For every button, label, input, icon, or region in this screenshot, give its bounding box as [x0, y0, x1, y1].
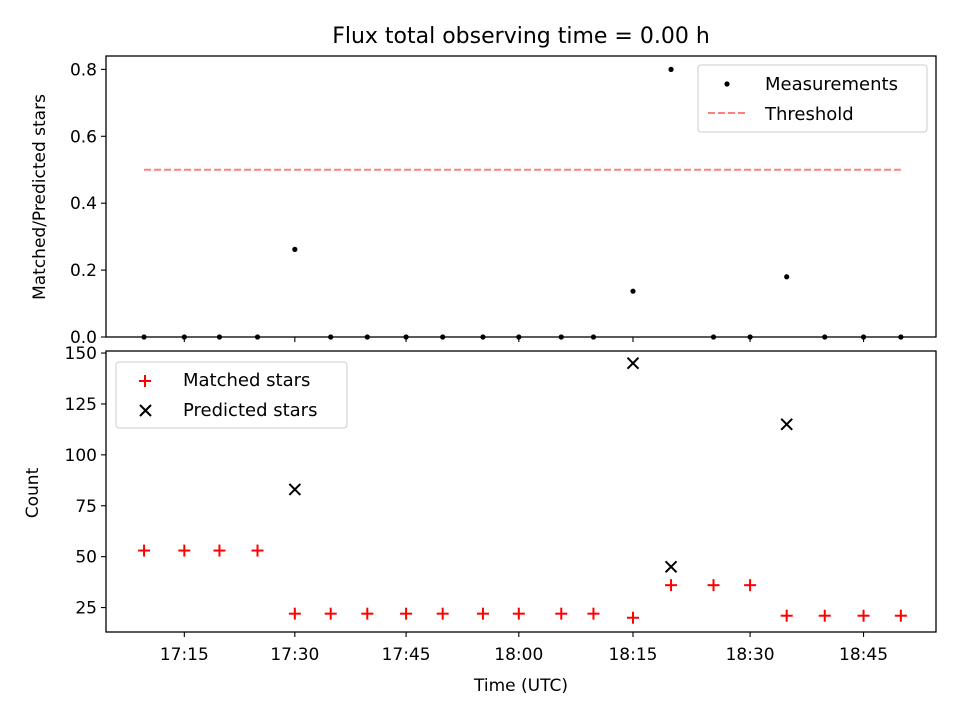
matched-star-point	[626, 611, 639, 624]
matched-star-point	[213, 544, 226, 557]
bottom-xtick-label: 18:45	[839, 645, 888, 665]
measurement-point	[668, 66, 674, 72]
matched-star-point	[361, 607, 374, 620]
legend-label-threshold: Threshold	[764, 104, 854, 125]
bottom-xtick-label: 17:30	[270, 645, 319, 665]
bottom-ytick-label: 100	[65, 446, 97, 466]
legend-label-measurements: Measurements	[765, 74, 898, 95]
matched-star-point	[178, 544, 191, 557]
matched-star-point	[512, 607, 525, 620]
measurement-point	[630, 288, 636, 294]
bottom-xtick-label: 17:45	[382, 645, 431, 665]
matched-star-point	[894, 609, 907, 622]
top-ytick-label: 0.6	[70, 127, 97, 147]
matched-star-point	[476, 607, 489, 620]
top-ytick-label: 0.0	[70, 328, 97, 348]
matched-star-point	[587, 607, 600, 620]
legend-marker-measurements	[724, 81, 730, 87]
top-ylabel: Matched/Predicted stars	[30, 94, 50, 300]
top-legend: Measurements Threshold	[697, 64, 928, 133]
top-ytick-label: 0.8	[70, 60, 97, 80]
chart-title: Flux total observing time = 0.00 h	[332, 24, 710, 49]
top-plot-area: 0.0 0.2 0.4 0.6 0.8	[70, 60, 904, 348]
matched-star-point	[707, 579, 720, 592]
matched-star-point	[324, 607, 337, 620]
matched-star-point	[400, 607, 413, 620]
bottom-xtick-label: 18:15	[608, 645, 657, 665]
bottom-xtick-label: 18:30	[726, 645, 775, 665]
legend-label-predicted: Predicted stars	[183, 400, 317, 421]
matched-star-point	[555, 607, 568, 620]
top-legend-box	[697, 64, 928, 133]
bottom-legend: Matched stars Predicted stars	[115, 361, 348, 429]
legend-marker-predicted	[139, 404, 152, 417]
matched-star-point	[138, 544, 151, 557]
measurement-point	[784, 274, 790, 280]
legend-label-matched: Matched stars	[183, 370, 310, 391]
measurement-point	[292, 246, 298, 252]
bottom-ytick-label: 50	[75, 548, 97, 568]
matched-star-point	[251, 544, 264, 557]
matched-star-point	[857, 609, 870, 622]
predicted-star-point	[288, 483, 302, 496]
matched-star-point	[665, 579, 678, 592]
top-ytick-label: 0.4	[70, 194, 97, 214]
matched-star-point	[288, 607, 301, 620]
bottom-axes-frame	[105, 350, 937, 633]
bottom-legend-box	[115, 361, 348, 429]
top-ytick-label: 0.2	[70, 261, 97, 281]
bottom-ytick-label: 75	[75, 497, 97, 517]
predicted-star-point	[626, 357, 640, 370]
predicted-star-point	[780, 418, 793, 431]
bottom-ytick-label: 25	[75, 599, 97, 619]
bottom-ytick-label: 125	[65, 395, 97, 415]
matched-star-point	[780, 609, 793, 622]
matched-star-point	[744, 579, 757, 592]
bottom-ytick-label: 150	[65, 344, 97, 364]
matched-star-point	[818, 609, 831, 622]
bottom-xtick-label: 17:15	[160, 645, 209, 665]
predicted-star-point	[664, 560, 678, 574]
bottom-xlabel: Time (UTC)	[473, 676, 568, 696]
matched-star-point	[436, 607, 449, 620]
bottom-ylabel: Count	[23, 467, 43, 518]
bottom-plot-area: 25 50 75 100 125 150 17:15 17:30 17:45 18:00 18:15…	[65, 344, 907, 665]
bottom-xtick-label: 18:00	[494, 645, 543, 665]
top-axes-frame	[105, 55, 937, 338]
legend-marker-matched	[139, 375, 151, 387]
